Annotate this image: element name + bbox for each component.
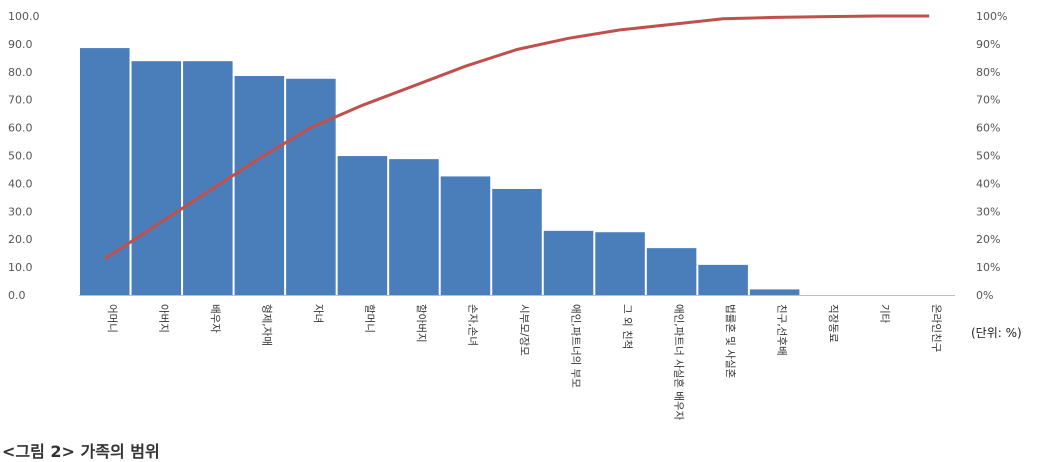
right-tick-label: 80% [976, 66, 1000, 79]
right-tick-label: 100% [976, 10, 1007, 23]
bar [492, 188, 542, 295]
left-tick-label: 50.0 [8, 150, 33, 163]
bar [595, 232, 645, 295]
right-axis-ticks: 100% 90% 80% 70% 60% 50% 40% 30% 20% 10% 0% [976, 10, 1007, 302]
category-label: 기타 [879, 304, 891, 324]
left-axis-ticks: 100.0 90.0 80.0 70.0 60.0 50.0 40.0 30.0 20.0 10.… [8, 10, 40, 302]
unit-label: (단위: %) [971, 326, 1022, 340]
category-label: 어머니 [106, 304, 118, 333]
left-tick-label: 90.0 [8, 38, 33, 51]
right-tick-label: 70% [976, 94, 1000, 107]
category-label: 손자,손녀 [466, 304, 478, 346]
bar [131, 61, 182, 296]
right-tick-label: 30% [976, 205, 1000, 218]
left-tick-label: 70.0 [8, 94, 33, 107]
left-tick-label: 40.0 [8, 177, 33, 190]
category-label: 할아버지 [415, 304, 427, 343]
right-tick-label: 90% [976, 38, 1000, 51]
bar [183, 61, 233, 296]
category-label: 자녀 [312, 304, 324, 323]
category-label: 아버지 [157, 304, 169, 333]
category-label: 할머니 [363, 304, 375, 333]
category-label: 시부모/장모 [518, 304, 530, 356]
left-tick-label: 0.0 [8, 289, 26, 302]
category-label: 법률혼 및 사실혼 [724, 304, 737, 379]
left-tick-label: 10.0 [8, 261, 33, 274]
right-tick-label: 20% [976, 233, 1000, 246]
category-label: 친구,선후배 [776, 304, 788, 356]
bar [389, 159, 439, 295]
figure-caption: <그림 2> 가족의 범위 [2, 442, 160, 461]
bar [543, 230, 594, 295]
category-label: 배우자 [209, 304, 221, 333]
bar [440, 176, 491, 295]
right-tick-label: 40% [976, 177, 1000, 190]
bar [698, 264, 748, 295]
left-tick-label: 20.0 [8, 233, 33, 246]
bar [749, 289, 800, 295]
right-tick-label: 60% [976, 122, 1000, 135]
category-label: 애인,파트너 사실혼 배우자 [673, 304, 686, 421]
category-label: 온라인친구 [930, 304, 942, 353]
cumulative-percentage-line [103, 14, 930, 260]
left-tick-label: 30.0 [8, 205, 33, 218]
left-tick-label: 100.0 [8, 10, 40, 23]
right-tick-label: 10% [976, 261, 1000, 274]
left-tick-label: 80.0 [8, 66, 33, 79]
bar [80, 48, 130, 296]
category-label: 직장동료 [827, 304, 839, 343]
bar [286, 78, 336, 296]
right-tick-label: 0% [976, 289, 993, 302]
category-label: 애인,파트너의 부모 [570, 304, 582, 388]
bar [234, 75, 285, 295]
category-labels: 어머니 아버지 배우자 형제,자매 자녀 할머니 할아버지 손자,손녀 시부모/장모 애인,파트너… [106, 304, 942, 421]
bar [337, 156, 388, 295]
right-tick-label: 50% [976, 150, 1000, 163]
left-tick-label: 60.0 [8, 122, 33, 135]
bars [80, 48, 800, 296]
category-label: 그 외 친척 [621, 304, 633, 349]
bar [646, 248, 697, 295]
category-label: 형제,자매 [260, 304, 272, 346]
